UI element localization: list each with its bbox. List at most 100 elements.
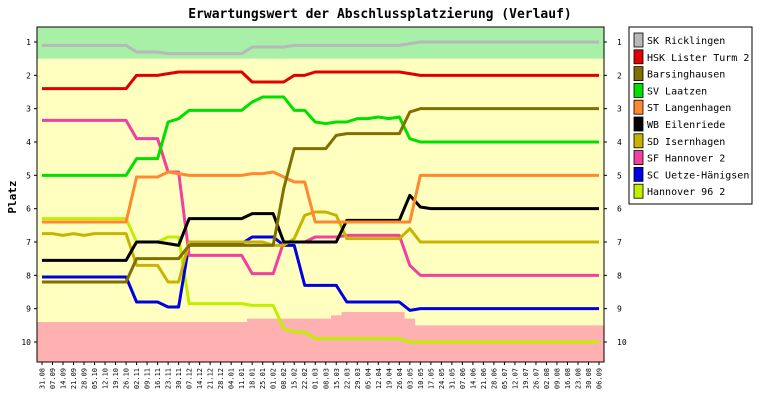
band-middle xyxy=(37,27,604,362)
y-tick-label: 4 xyxy=(26,138,31,147)
x-tick-label: 14.09 xyxy=(60,368,68,389)
x-tick-label: 01.03 xyxy=(312,368,320,389)
y-tick-label-right: 5 xyxy=(617,171,622,180)
x-tick-label: 31.08 xyxy=(39,368,47,389)
x-tick-label: 15.03 xyxy=(333,368,341,389)
x-tick-label: 02.08 xyxy=(543,368,551,389)
y-tick-label: 3 xyxy=(26,105,31,114)
x-tick-label: 12.10 xyxy=(102,368,110,389)
legend: SK Ricklingen HSK Lister Turm 2 Barsinghau… xyxy=(628,26,753,205)
y-tick-label: 10 xyxy=(21,338,31,347)
x-tick-label: 07.06 xyxy=(459,368,467,389)
y-tick-label: 2 xyxy=(26,71,31,80)
plot-frame xyxy=(36,26,605,363)
chart-title: Erwartungswert der Abschlussplatzierung … xyxy=(188,7,572,22)
x-ticks: 31.08 07.09 14.09 21.09 28.09 05.10 12.10 19.10… xyxy=(39,362,604,389)
x-tick-label: 14.12 xyxy=(196,368,204,389)
legend-label-sv-laatzen: SV Laatzen xyxy=(647,86,707,97)
y-tick-label-right: 9 xyxy=(617,305,622,314)
x-tick-label: 16.11 xyxy=(154,368,162,389)
y-tick-label: 7 xyxy=(26,238,31,247)
series-line-st-langenhagen xyxy=(42,170,599,224)
legend-swatch-wb-eilenriede xyxy=(633,116,644,132)
x-tick-label: 28.12 xyxy=(217,368,225,389)
x-tick-label: 10.05 xyxy=(417,368,425,389)
x-tick-label: 15.02 xyxy=(291,368,299,389)
legend-label-hsk-lister-turm-2: HSK Lister Turm 2 xyxy=(647,53,749,64)
legend-swatch-sk-ricklingen xyxy=(633,32,644,48)
x-tick-label: 23.08 xyxy=(574,368,582,389)
y-tick-label-right: 3 xyxy=(617,105,622,114)
y-tick-label-right: 8 xyxy=(617,271,622,280)
x-tick-label: 21.09 xyxy=(70,368,78,389)
legend-swatch-barsinghausen xyxy=(633,66,644,81)
x-tick-label: 03.05 xyxy=(406,368,414,389)
y-tick-label-right: 7 xyxy=(617,238,622,247)
legend-swatch-sc-uetze-h-nigsen xyxy=(633,166,644,182)
x-tick-label: 26.07 xyxy=(532,368,540,389)
x-tick-label: 25.01 xyxy=(259,368,267,389)
series-line-sc-uetze-h-nigsen xyxy=(42,235,599,312)
x-tick-label: 08.03 xyxy=(322,368,330,389)
x-tick-label: 30.08 xyxy=(585,368,593,389)
background-bands xyxy=(37,27,604,362)
x-tick-label: 05.10 xyxy=(91,368,99,389)
x-tick-label: 19.10 xyxy=(112,368,120,389)
y-axis-label: Platz xyxy=(6,180,19,213)
legend-swatch-st-langenhagen xyxy=(633,99,644,115)
y-ticks-right: 1 2 3 4 5 6 7 8 9 10 xyxy=(604,38,627,347)
x-tick-label: 28.06 xyxy=(490,368,498,389)
y-tick-label: 8 xyxy=(26,271,31,280)
y-tick-label: 1 xyxy=(26,38,31,47)
x-tick-label: 19.04 xyxy=(385,368,393,389)
legend-label-wb-eilenriede: WB Eilenriede xyxy=(647,120,725,131)
series-line-hannover-96-2 xyxy=(42,217,599,344)
series-line-wb-eilenriede xyxy=(42,193,599,262)
y-tick-label-right: 4 xyxy=(617,138,622,147)
x-tick-label: 19.07 xyxy=(522,368,530,389)
x-tick-label: 04.01 xyxy=(228,368,236,389)
x-tick-label: 06.09 xyxy=(596,368,604,389)
x-tick-label: 02.11 xyxy=(133,368,141,389)
series-line-sk-ricklingen xyxy=(42,40,599,56)
x-tick-label: 26.04 xyxy=(396,368,404,389)
x-tick-label: 07.09 xyxy=(49,368,57,389)
x-tick-label: 09.11 xyxy=(144,368,152,389)
x-tick-label: 30.11 xyxy=(175,368,183,389)
x-tick-label: 29.03 xyxy=(354,368,362,389)
legend-label-sc-uetze-h-nigsen: SC Uetze-Hänigsen xyxy=(647,170,749,181)
legend-label-hannover-96-2: Hannover 96 2 xyxy=(647,187,725,198)
legend-box xyxy=(628,26,753,205)
series-line-sf-hannover-2 xyxy=(42,118,599,277)
x-tick-label: 28.09 xyxy=(81,368,89,389)
x-tick-label: 12.04 xyxy=(375,368,383,389)
x-tick-label: 21.12 xyxy=(207,368,215,389)
legend-label-sd-isernhagen: SD Isernhagen xyxy=(647,137,725,148)
legend-swatch-hannover-96-2 xyxy=(633,183,644,199)
x-tick-label: 24.05 xyxy=(438,368,446,389)
x-tick-label: 12.07 xyxy=(511,368,519,389)
y-ticks-left: 1 2 3 4 5 6 7 8 9 10 xyxy=(21,38,37,347)
legend-swatch-sv-laatzen xyxy=(633,83,644,98)
series-line-barsinghausen xyxy=(42,107,599,284)
series-line-sv-laatzen xyxy=(42,95,599,177)
x-tick-label: 11.01 xyxy=(238,368,246,389)
x-tick-label: 08.02 xyxy=(280,368,288,389)
series-line-hsk-lister-turm-2 xyxy=(42,70,599,91)
legend-swatch-sd-isernhagen xyxy=(633,133,644,149)
band-bottom xyxy=(37,312,604,362)
x-tick-label: 22.03 xyxy=(343,368,351,389)
y-tick-label-right: 10 xyxy=(617,338,627,347)
x-tick-label: 17.05 xyxy=(427,368,435,389)
x-tick-label: 18.01 xyxy=(249,368,257,389)
x-tick-label: 05.07 xyxy=(501,368,509,389)
legend-label-barsinghausen: Barsinghausen xyxy=(647,70,725,81)
legend-label-sk-ricklingen: SK Ricklingen xyxy=(647,36,725,47)
legend-swatch-sf-hannover-2 xyxy=(633,150,644,166)
y-tick-label-right: 1 xyxy=(617,38,622,47)
y-tick-label-right: 6 xyxy=(617,205,622,214)
x-tick-label: 21.06 xyxy=(480,368,488,389)
y-tick-label-right: 2 xyxy=(617,71,622,80)
x-tick-label: 23.11 xyxy=(165,368,173,389)
